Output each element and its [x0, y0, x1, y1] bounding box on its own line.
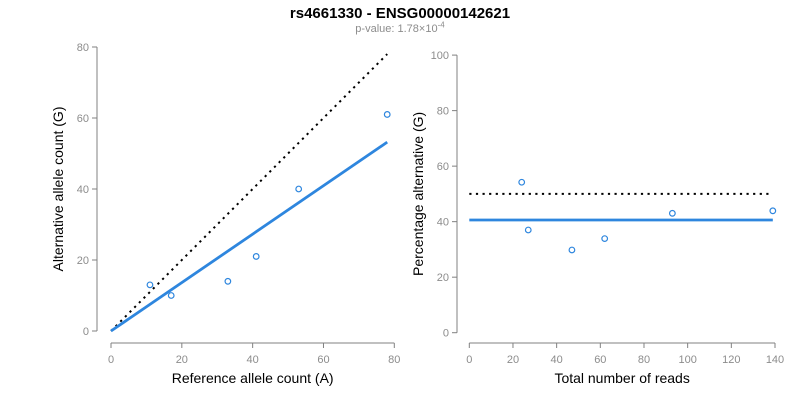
x-tick-label: 20	[507, 354, 519, 366]
y-axis-title: Alternative allele count (G)	[50, 107, 66, 272]
x-tick-label: 100	[678, 354, 696, 366]
data-point	[224, 277, 232, 285]
y-tick-label: 20	[437, 272, 449, 284]
y-axis-title: Percentage alternative (G)	[410, 112, 426, 276]
x-tick-label: 80	[638, 354, 650, 366]
fitted-ratio-line	[110, 140, 389, 333]
data-point	[668, 209, 676, 217]
data-point	[568, 246, 576, 254]
x-tick-label: 0	[108, 354, 114, 366]
x-tick-label: 20	[176, 354, 188, 366]
data-point	[167, 292, 175, 299]
p-value-exponent: -4	[437, 20, 445, 30]
data-point	[252, 253, 260, 260]
y-tick-label: 40	[77, 184, 89, 196]
x-tick-label: 80	[388, 354, 400, 366]
chart-title: rs4661330 - ENSG00000142621	[289, 5, 511, 22]
data-point	[295, 185, 303, 193]
data-point	[383, 111, 391, 118]
p-value-subtitle: p-value: 1.78×10-4	[0, 20, 800, 35]
identity-line	[110, 53, 388, 332]
right-scatter-plot: 0 20 40 60 80 100 0 20 40 60 80 100 120 140 Total numb…	[410, 50, 784, 386]
y-tick-label: 60	[437, 161, 449, 173]
p-value-text: p-value: 1.78×10	[355, 23, 438, 35]
data-point	[524, 226, 532, 234]
x-tick-label: 140	[766, 354, 784, 366]
y-tick-label: 0	[83, 326, 89, 338]
y-tick-label: 0	[443, 328, 449, 340]
data-point	[601, 235, 609, 242]
x-tick-label: 60	[317, 354, 329, 366]
y-tick-label: 100	[431, 50, 449, 62]
x-axis-title: Total number of reads	[554, 370, 689, 386]
y-tick-label: 80	[77, 42, 89, 54]
x-tick-label: 40	[551, 354, 563, 366]
x-tick-label: 60	[594, 354, 606, 366]
data-point	[146, 281, 154, 289]
y-tick-label: 80	[437, 105, 449, 117]
x-tick-label: 40	[247, 354, 259, 366]
x-tick-label: 120	[722, 354, 740, 366]
left-scatter-plot: 0 20 40 60 80 0 20 40 60 80 Reference allele count…	[50, 42, 400, 386]
data-point	[518, 178, 526, 186]
data-point	[769, 207, 777, 215]
y-tick-label: 40	[437, 217, 449, 229]
y-tick-label: 20	[77, 255, 89, 267]
y-tick-label: 60	[77, 113, 89, 125]
x-tick-label: 0	[466, 354, 472, 366]
x-axis-title: Reference allele count (A)	[172, 370, 334, 386]
